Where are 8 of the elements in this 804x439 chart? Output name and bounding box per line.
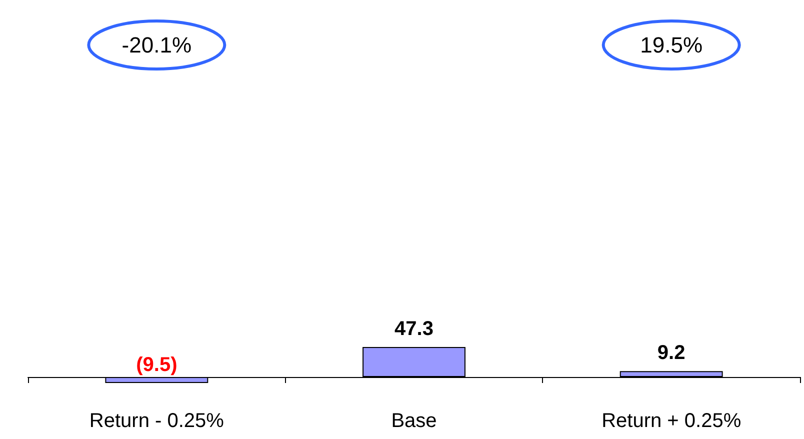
data-label: 9.2 (657, 342, 686, 364)
text: -20.1% (122, 32, 192, 58)
x-tick-label: Base (391, 410, 437, 432)
x-tick-label: Return + 0.25% (602, 410, 742, 432)
text: 19.5% (640, 32, 703, 58)
data-label: (9.5) (136, 354, 178, 376)
data-label: 47.3 (394, 318, 434, 340)
x-tick-label: Return - 0.25% (89, 410, 224, 432)
